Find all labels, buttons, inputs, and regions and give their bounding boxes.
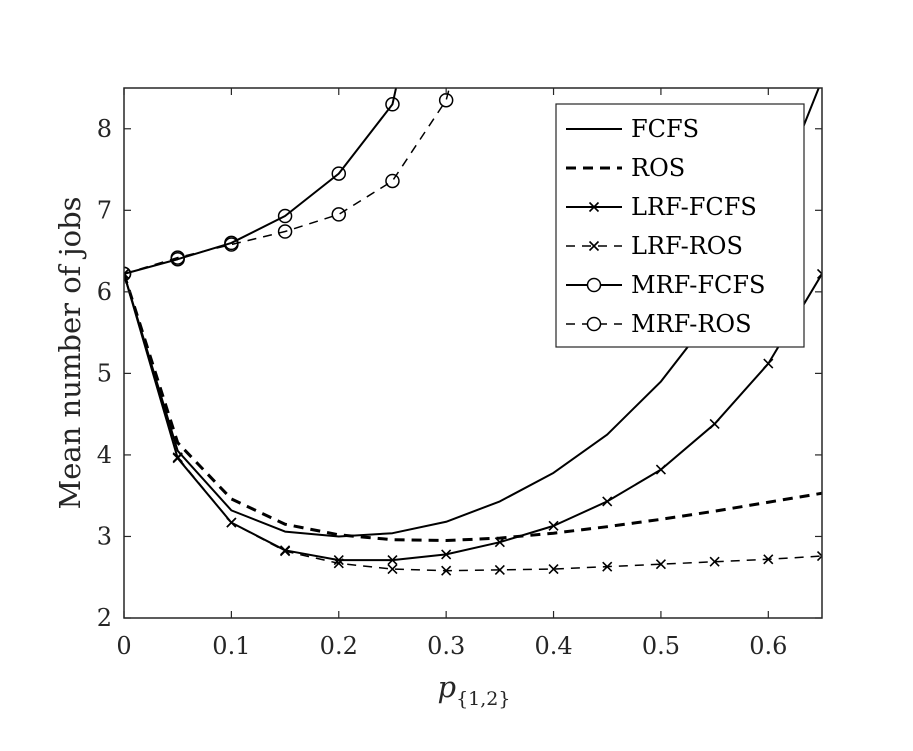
series-line	[124, 273, 822, 543]
x-tick-label: 0.3	[427, 632, 465, 660]
series-point	[602, 561, 613, 572]
legend-label: LRF-FCFS	[631, 193, 757, 221]
series-mrf-ros	[124, 88, 454, 282]
series-line	[124, 273, 822, 562]
series-point	[226, 517, 237, 528]
legend-label: LRF-ROS	[631, 232, 743, 260]
x-axis-title-main: p	[438, 670, 457, 704]
y-tick-label: 8	[97, 115, 112, 143]
y-tick-label: 7	[97, 196, 112, 224]
series-point	[709, 556, 720, 567]
legend-label: FCFS	[631, 115, 699, 143]
legend-label: ROS	[631, 154, 685, 182]
series-point	[280, 546, 291, 557]
series-point	[816, 268, 822, 279]
legend-label: MRF-ROS	[631, 310, 752, 338]
series-point	[387, 564, 398, 575]
series-point	[655, 559, 666, 570]
series-point	[494, 564, 505, 575]
series-lrf-ros	[124, 268, 822, 576]
legend-marker	[586, 277, 602, 293]
series-point	[333, 558, 344, 569]
series-point	[763, 554, 774, 565]
series-point	[277, 224, 293, 239]
y-axis-title: Mean number of jobs	[53, 196, 87, 509]
x-tick-label: 0.2	[320, 632, 358, 660]
series-line	[124, 88, 451, 275]
series-point	[441, 549, 452, 560]
series-point	[441, 565, 452, 576]
x-tick-label: 0.4	[534, 632, 572, 660]
legend-marker	[588, 240, 600, 252]
series-point	[331, 207, 347, 222]
series-point	[438, 92, 454, 108]
series-point	[385, 97, 400, 112]
legend-label: MRF-FCFS	[631, 271, 765, 299]
x-tick-label: 0.6	[749, 632, 787, 660]
legend-marker	[588, 201, 600, 213]
legend-entry: MRF-ROS	[566, 310, 752, 338]
series-point	[494, 537, 505, 548]
y-tick-label: 3	[97, 522, 112, 550]
y-tick-label: 2	[97, 604, 112, 632]
series-point	[387, 555, 398, 566]
series-point	[277, 208, 293, 224]
series-point	[331, 166, 347, 181]
legend-box	[555, 103, 805, 348]
series-point	[170, 250, 185, 265]
legend-entry: LRF-ROS	[566, 232, 743, 260]
legend-entry: LRF-FCFS	[566, 193, 757, 221]
series-point	[816, 550, 822, 562]
series-point	[548, 520, 559, 531]
series-point	[124, 268, 130, 279]
legend-entry: FCFS	[566, 115, 699, 143]
y-tick-label: 5	[97, 359, 112, 387]
series-point	[124, 266, 132, 282]
series-point	[548, 564, 559, 575]
series-point	[172, 452, 183, 463]
legend-entry: ROS	[566, 154, 685, 182]
legend: FCFS ROS LRF-FCFS LRF-ROS MRF-FCFS MRF-ROS	[555, 103, 805, 348]
x-tick-label: 0	[116, 632, 131, 660]
legend-marker	[586, 316, 602, 332]
y-tick-label: 4	[97, 441, 112, 469]
x-tick-label: 0.1	[212, 632, 250, 660]
series-mrf-fcfs	[124, 88, 400, 282]
axis-ticks: 0 0.1 0.2 0.3 0.4 0.5 0.6 2 3 4 5 6 7 8	[97, 88, 822, 660]
x-axis-title-subscript: {1,2}	[456, 688, 510, 710]
x-axis-title: p{1,2}	[438, 670, 511, 710]
series-line	[124, 273, 822, 572]
series-point	[224, 237, 239, 252]
plot-area-frame	[123, 87, 823, 619]
series-point	[385, 173, 400, 189]
y-tick-label: 6	[97, 278, 112, 306]
series-point	[602, 496, 613, 507]
legend-entry: MRF-FCFS	[566, 271, 765, 299]
series-line	[124, 88, 398, 275]
x-tick-label: 0.5	[642, 632, 680, 660]
series-point	[709, 418, 720, 430]
series-point	[655, 464, 666, 475]
series-point	[763, 358, 774, 369]
series-ros	[124, 273, 822, 543]
